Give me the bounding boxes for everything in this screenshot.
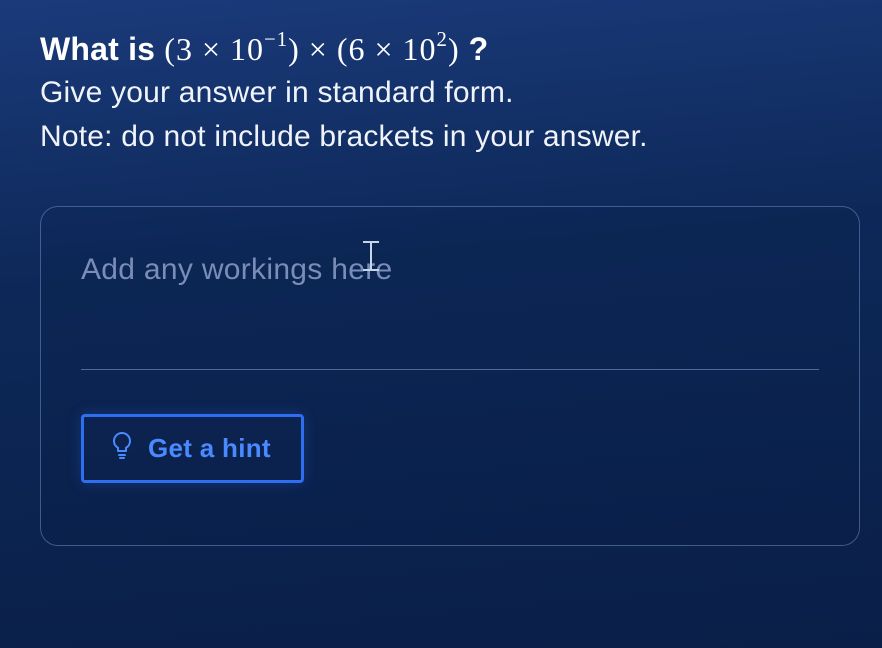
math-expression: (3 × 10−1) × (6 × 102)	[164, 31, 459, 67]
instruction-no-brackets: Note: do not include brackets in your an…	[40, 115, 860, 159]
question-suffix: ?	[460, 31, 489, 67]
get-hint-button[interactable]: Get a hint	[81, 414, 304, 483]
question-text: What is (3 × 10−1) × (6 × 102) ?	[40, 28, 860, 71]
question-prefix: What is	[40, 31, 164, 67]
instruction-standard-form: Give your answer in standard form.	[40, 71, 860, 115]
divider	[81, 369, 819, 370]
hint-button-label: Get a hint	[148, 433, 271, 464]
question-block: What is (3 × 10−1) × (6 × 102) ? Give yo…	[40, 28, 860, 158]
workings-placeholder: Add any workings here	[81, 253, 819, 287]
lightbulb-icon	[110, 431, 134, 466]
text-cursor-icon	[363, 241, 379, 271]
work-panel: Add any workings here Get a hint	[40, 206, 860, 546]
workings-input[interactable]: Add any workings here	[81, 253, 819, 313]
